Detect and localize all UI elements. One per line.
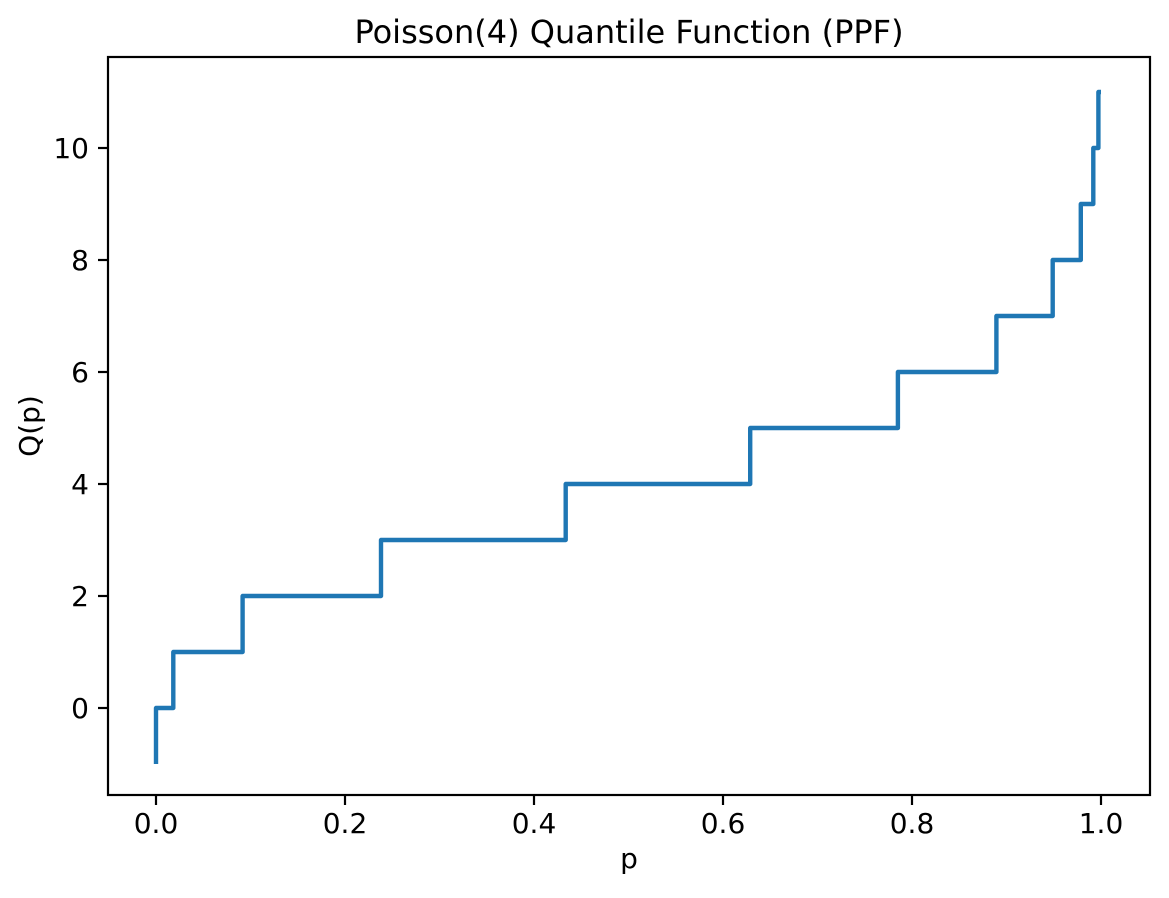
x-tick-label: 0.6 [701,807,746,840]
x-tick-label: 1.0 [1079,807,1124,840]
x-tick-label: 0.8 [890,807,935,840]
y-tick-label: 8 [71,244,89,277]
y-tick-label: 6 [71,356,89,389]
x-axis-label: p [620,842,638,875]
y-tick-label: 2 [71,580,89,613]
ppf-step-line [153,89,1101,764]
x-tick-label: 0.2 [323,807,368,840]
y-tick-label: 10 [53,132,89,165]
axes-spines [106,55,1152,797]
chart-title: Poisson(4) Quantile Function (PPF) [354,13,904,51]
x-tick-label: 0.0 [134,807,179,840]
x-tick-label: 0.4 [512,807,557,840]
y-tick-label: 0 [71,692,89,725]
y-tick-label: 4 [71,468,89,501]
